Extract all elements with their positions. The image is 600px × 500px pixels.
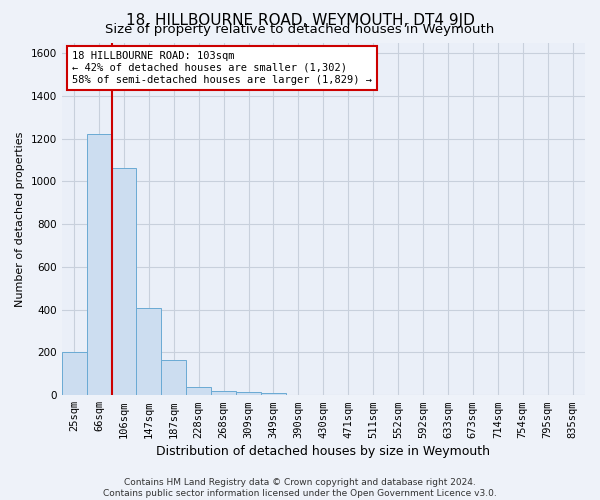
Y-axis label: Number of detached properties: Number of detached properties: [15, 131, 25, 306]
Text: Contains HM Land Registry data © Crown copyright and database right 2024.
Contai: Contains HM Land Registry data © Crown c…: [103, 478, 497, 498]
Text: 18 HILLBOURNE ROAD: 103sqm
← 42% of detached houses are smaller (1,302)
58% of s: 18 HILLBOURNE ROAD: 103sqm ← 42% of deta…: [72, 52, 372, 84]
Bar: [261, 393, 286, 395]
Bar: [62, 352, 86, 395]
Bar: [236, 392, 261, 395]
Text: 18, HILLBOURNE ROAD, WEYMOUTH, DT4 9JD: 18, HILLBOURNE ROAD, WEYMOUTH, DT4 9JD: [125, 12, 475, 28]
Bar: [211, 391, 236, 395]
X-axis label: Distribution of detached houses by size in Weymouth: Distribution of detached houses by size …: [157, 444, 490, 458]
Bar: [161, 360, 186, 395]
Bar: [136, 308, 161, 395]
Bar: [112, 168, 136, 395]
Text: Size of property relative to detached houses in Weymouth: Size of property relative to detached ho…: [106, 22, 494, 36]
Bar: [86, 134, 112, 395]
Bar: [186, 386, 211, 395]
